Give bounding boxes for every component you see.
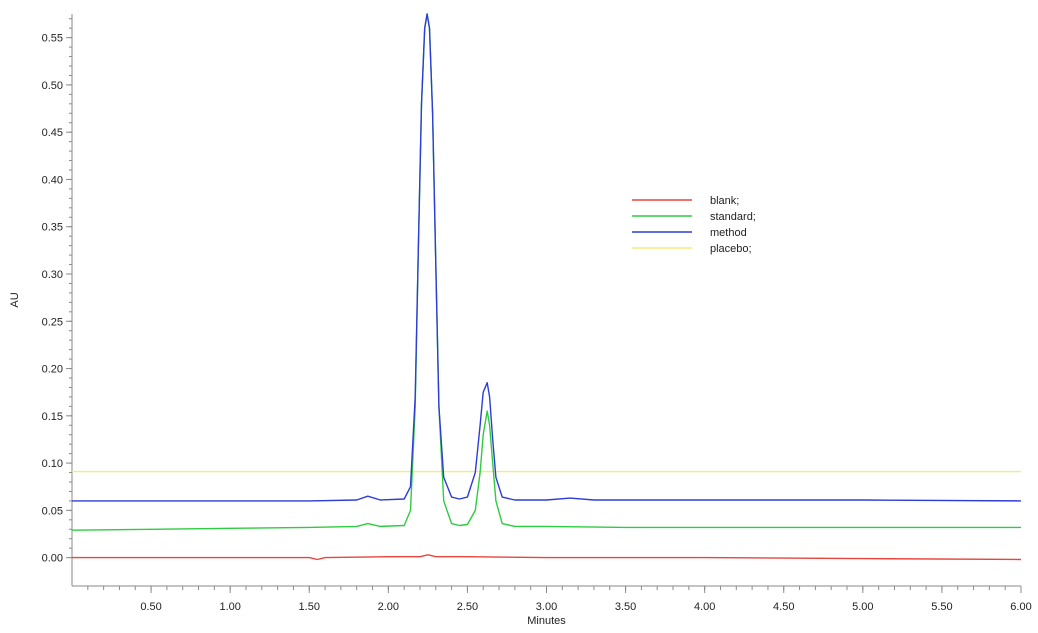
y-tick-label: 0.25 bbox=[42, 316, 63, 328]
y-axis-label: AU bbox=[9, 292, 21, 307]
x-tick-label: 4.00 bbox=[694, 601, 715, 613]
series-line-method bbox=[72, 13, 1022, 502]
x-tick-label: 0.50 bbox=[140, 601, 161, 613]
series-group bbox=[71, 13, 1022, 561]
y-ticks: 0.00 0.05 0.10 0.15 0.20 0.25 0.30 0.35 0.40 0.45… bbox=[42, 18, 72, 565]
y-tick-label: 0.05 bbox=[42, 505, 63, 517]
series-line-standard bbox=[71, 13, 1021, 531]
y-tick-label: 0.15 bbox=[42, 411, 63, 423]
x-tick-label: 3.00 bbox=[536, 601, 557, 613]
y-tick-label: 0.35 bbox=[42, 222, 63, 234]
x-tick-label: 3.50 bbox=[615, 601, 636, 613]
x-tick-label: 2.50 bbox=[457, 601, 478, 613]
legend-label: placebo; bbox=[710, 243, 752, 255]
x-tick-label: 6.00 bbox=[1010, 601, 1031, 613]
y-tick-label: 0.00 bbox=[42, 553, 63, 565]
legend: blank; standard; method placebo; bbox=[632, 195, 756, 255]
x-tick-label: 4.50 bbox=[773, 601, 794, 613]
y-tick-label: 0.50 bbox=[42, 80, 63, 92]
y-tick-label: 0.40 bbox=[42, 174, 63, 186]
y-tick-label: 0.30 bbox=[42, 269, 63, 281]
y-tick-label: 0.10 bbox=[42, 458, 63, 470]
series-line-blank bbox=[72, 554, 1022, 561]
x-ticks: 0.50 1.00 1.50 2.00 2.50 3.00 3.50 4.00 4.50 5.00… bbox=[87, 586, 1032, 613]
x-tick-label: 5.00 bbox=[852, 601, 873, 613]
y-tick-label: 0.20 bbox=[42, 364, 63, 376]
y-tick-label: 0.55 bbox=[42, 33, 63, 45]
x-tick-label: 2.00 bbox=[378, 601, 399, 613]
y-tick-label: 0.45 bbox=[42, 127, 63, 139]
x-axis-label: Minutes bbox=[527, 615, 566, 627]
x-tick-label: 5.50 bbox=[931, 601, 952, 613]
legend-label: blank; bbox=[710, 195, 739, 207]
x-tick-label: 1.00 bbox=[219, 601, 240, 613]
x-tick-label: 1.50 bbox=[299, 601, 320, 613]
legend-label: method bbox=[710, 227, 747, 239]
legend-label: standard; bbox=[710, 211, 756, 223]
